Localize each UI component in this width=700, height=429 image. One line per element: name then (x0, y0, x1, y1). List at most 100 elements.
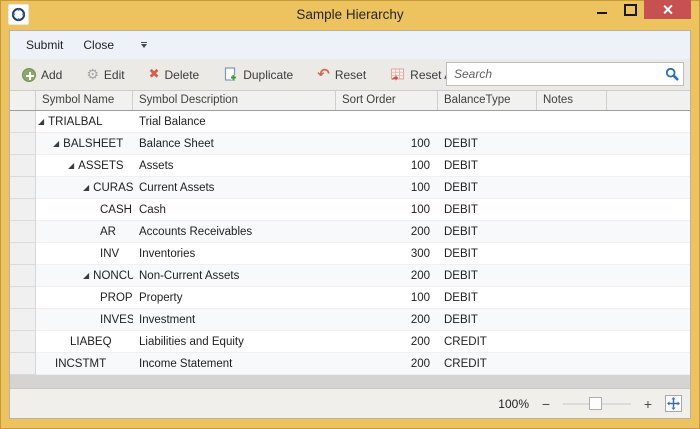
symbol-name-text: INVESTM (100, 313, 133, 326)
column-header-symbol-description[interactable]: Symbol Description (133, 91, 336, 110)
symbol-description-cell: Current Assets (133, 177, 336, 199)
toolbar-overflow-button[interactable] (138, 39, 150, 52)
search-button[interactable] (661, 63, 683, 85)
symbol-description-cell: Income Statement (133, 353, 336, 375)
notes-cell (537, 155, 607, 177)
reset-button[interactable]: ↶ Reset (314, 65, 369, 84)
table-row[interactable]: ◢ INCSTMT Income Statement 200 CREDIT (10, 353, 690, 375)
tree-cell: ◢ BALSHEET (36, 133, 133, 155)
symbol-description-cell: Investment (133, 309, 336, 331)
symbol-name-text: BALSHEET (63, 137, 124, 150)
symbol-name-text: LIABEQ (70, 335, 112, 348)
notes-cell (537, 287, 607, 309)
expand-icon[interactable]: ◢ (68, 160, 75, 170)
close-button[interactable] (644, 0, 691, 19)
notes-cell (537, 199, 607, 221)
table-row[interactable]: ◢ NONCURAS Non-Current Assets 200 DEBIT (10, 265, 690, 287)
edit-label: Edit (103, 67, 125, 82)
column-header-notes[interactable]: Notes (537, 91, 607, 110)
filler-cell (607, 265, 690, 287)
tree-cell: ◢ INV (36, 243, 133, 265)
menu-item-submit[interactable]: Submit (26, 38, 64, 52)
delete-label: Delete (164, 67, 200, 82)
table-row[interactable]: ◢ TRIALBAL Trial Balance (10, 111, 690, 133)
expand-icon[interactable]: ◢ (83, 182, 90, 192)
symbol-name-text: PROPERT (100, 291, 133, 304)
tree-grid: Symbol Name Symbol Description Sort Orde… (10, 91, 690, 388)
balance-type-cell (438, 111, 537, 133)
table-row[interactable]: ◢ BALSHEET Balance Sheet 100 DEBIT (10, 133, 690, 155)
sort-order-cell: 200 (336, 221, 438, 243)
maximize-button[interactable] (616, 0, 644, 19)
window-controls (588, 0, 700, 19)
filler-cell (607, 309, 690, 331)
filler-cell (607, 133, 690, 155)
table-row[interactable]: ◢ LIABEQ Liabilities and Equity 200 CRED… (10, 331, 690, 353)
table-row[interactable]: ◢ INV Inventories 300 DEBIT (10, 243, 690, 265)
symbol-name-text: INV (100, 247, 120, 260)
filler-cell (607, 243, 690, 265)
zoom-in-button[interactable]: + (643, 395, 653, 412)
menu-item-close[interactable]: Close (83, 38, 115, 52)
sort-order-cell: 100 (336, 199, 438, 221)
row-indicator-cell (10, 133, 36, 155)
expand-icon[interactable]: ◢ (83, 270, 90, 280)
symbol-description-cell: Non-Current Assets (133, 265, 336, 287)
toolbar: Add ⚙ Edit ✖ Delete Duplicate (10, 59, 690, 91)
minimize-icon (597, 11, 607, 14)
reset-all-label: Reset All (410, 67, 458, 82)
balance-type-cell: DEBIT (438, 221, 537, 243)
table-row[interactable]: ◢ CASH Cash 100 DEBIT (10, 199, 690, 221)
sort-order-cell: 100 (336, 155, 438, 177)
row-indicator-cell (10, 177, 36, 199)
symbol-description-cell: Inventories (133, 243, 336, 265)
column-header-balance-type[interactable]: BalanceType (438, 91, 537, 110)
table-row[interactable]: ◢ INVESTM Investment 200 DEBIT (10, 309, 690, 331)
column-header-filler (607, 91, 690, 110)
row-indicator-cell (10, 155, 36, 177)
symbol-description-cell: Cash (133, 199, 336, 221)
grid-empty-area (10, 375, 690, 388)
duplicate-button[interactable]: Duplicate (220, 65, 296, 84)
sort-order-cell: 100 (336, 287, 438, 309)
balance-type-cell: DEBIT (438, 309, 537, 331)
balance-type-cell: DEBIT (438, 199, 537, 221)
notes-cell (537, 265, 607, 287)
table-row[interactable]: ◢ ASSETS Assets 100 DEBIT (10, 155, 690, 177)
zoom-out-button[interactable]: − (541, 395, 551, 412)
tree-cell: ◢ ASSETS (36, 155, 133, 177)
symbol-description-cell: Trial Balance (133, 111, 336, 133)
expand-icon[interactable]: ◢ (53, 138, 60, 148)
zoom-slider[interactable] (563, 396, 631, 411)
sort-order-cell: 100 (336, 177, 438, 199)
expand-icon[interactable]: ◢ (38, 116, 45, 126)
column-header-sort-order[interactable]: Sort Order (336, 91, 438, 110)
notes-cell (537, 331, 607, 353)
filler-cell (607, 111, 690, 133)
fit-to-window-button[interactable] (665, 395, 682, 412)
notes-cell (537, 309, 607, 331)
duplicate-page-icon (223, 67, 238, 82)
minimize-button[interactable] (588, 0, 616, 19)
symbol-description-cell: Balance Sheet (133, 133, 336, 155)
zoom-slider-thumb[interactable] (589, 396, 602, 410)
row-indicator-cell (10, 353, 36, 375)
reset-all-button[interactable]: Reset All (387, 65, 460, 84)
row-indicator-cell (10, 287, 36, 309)
table-row[interactable]: ◢ CURASSETS Current Assets 100 DEBIT (10, 177, 690, 199)
notes-cell (537, 177, 607, 199)
filler-cell (607, 331, 690, 353)
notes-cell (537, 133, 607, 155)
maximize-icon (623, 3, 637, 16)
edit-button[interactable]: ⚙ Edit (83, 66, 127, 84)
row-indicator-cell (10, 111, 36, 133)
table-row[interactable]: ◢ PROPERT Property 100 DEBIT (10, 287, 690, 309)
filler-cell (607, 177, 690, 199)
table-row[interactable]: ◢ AR Accounts Receivables 200 DEBIT (10, 221, 690, 243)
column-header-symbol-name[interactable]: Symbol Name (36, 91, 133, 110)
add-button[interactable]: Add (19, 66, 65, 84)
search-input[interactable] (447, 67, 661, 81)
tree-cell: ◢ CASH (36, 199, 133, 221)
delete-button[interactable]: ✖ Delete (146, 66, 203, 84)
